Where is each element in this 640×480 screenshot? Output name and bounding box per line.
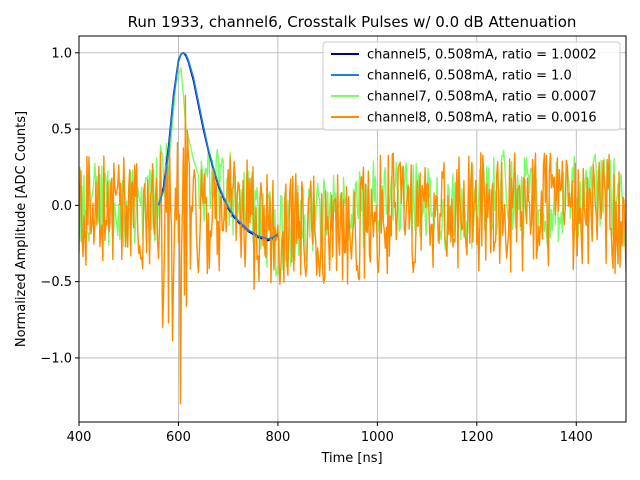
x-tick-label: 1000 bbox=[361, 430, 394, 445]
x-axis-title: Time [ns] bbox=[320, 451, 382, 466]
y-axis-ticks: −1.0 −0.5 0.0 0.5 1.0 bbox=[40, 46, 79, 366]
legend-entry-label: channel5, 0.508mA, ratio = 1.0002 bbox=[367, 48, 597, 63]
chart-title: Run 1933, channel6, Crosstalk Pulses w/ … bbox=[128, 13, 577, 31]
legend-entry-label: channel8, 0.508mA, ratio = 0.0016 bbox=[367, 111, 597, 126]
x-tick-label: 1200 bbox=[460, 430, 493, 445]
x-axis-ticks: 400 600 800 1000 1200 1400 bbox=[67, 422, 593, 445]
y-axis-title: Normalized Amplitude [ADC Counts] bbox=[14, 111, 29, 347]
series-channel8-line bbox=[79, 94, 626, 405]
legend: channel5, 0.508mA, ratio = 1.0002 channel… bbox=[322, 41, 621, 131]
x-tick-label: 1400 bbox=[560, 430, 593, 445]
x-tick-label: 600 bbox=[166, 430, 191, 445]
x-tick-label: 800 bbox=[265, 430, 290, 445]
y-tick-label: −1.0 bbox=[40, 351, 72, 366]
legend-box bbox=[322, 41, 621, 131]
series-channel6-line bbox=[157, 51, 279, 240]
x-tick-label: 400 bbox=[67, 430, 92, 445]
y-tick-label: 0.0 bbox=[51, 199, 72, 214]
y-tick-label: 1.0 bbox=[51, 46, 72, 61]
legend-entry-label: channel7, 0.508mA, ratio = 0.0007 bbox=[367, 90, 597, 105]
y-tick-label: −0.5 bbox=[40, 275, 72, 290]
plot-frame bbox=[78, 35, 627, 423]
legend-entry-label: channel6, 0.508mA, ratio = 1.0 bbox=[367, 69, 572, 84]
y-tick-label: 0.5 bbox=[51, 123, 72, 138]
series-layer bbox=[79, 51, 626, 405]
